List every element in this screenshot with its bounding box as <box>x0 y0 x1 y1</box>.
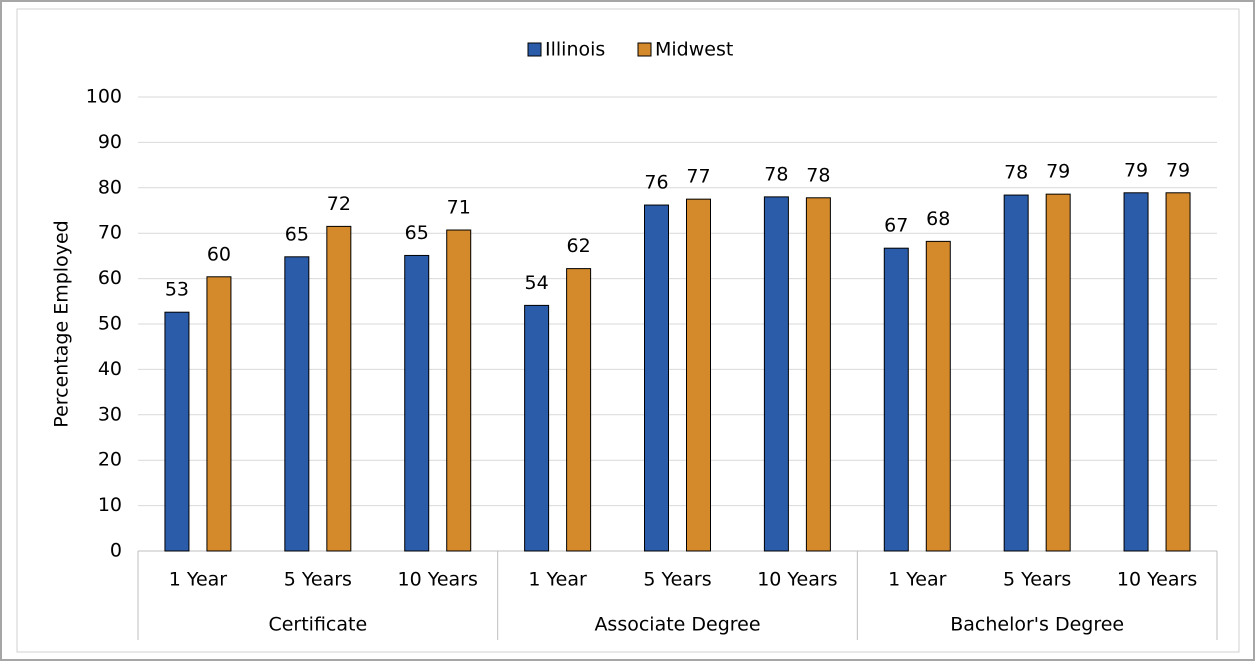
y-tick-label: 30 <box>98 403 122 425</box>
chart-frame <box>16 8 1240 653</box>
x-tick-label: 10 Years <box>757 569 837 591</box>
x-tick-label: 5 Years <box>284 569 352 591</box>
y-tick-label: 0 <box>110 540 122 562</box>
bar <box>1123 192 1149 552</box>
bar <box>805 197 831 552</box>
y-tick-label: 10 <box>98 494 122 516</box>
x-tick-label: 1 Year <box>169 569 228 591</box>
group-label: Bachelor's Degree <box>950 614 1124 636</box>
legend-label: Illinois <box>545 39 605 61</box>
data-label: 54 <box>525 272 549 294</box>
data-label: 78 <box>764 163 788 185</box>
y-tick-label: 60 <box>98 267 122 289</box>
data-label: 65 <box>285 223 309 245</box>
bar <box>1045 193 1071 552</box>
data-label: 79 <box>1166 159 1190 181</box>
x-tick-label: 1 Year <box>528 569 587 591</box>
bar <box>925 240 951 552</box>
group-label: Associate Degree <box>594 614 760 636</box>
bar <box>164 311 190 552</box>
x-tick-label: 10 Years <box>1117 569 1197 591</box>
bar <box>1003 194 1029 552</box>
data-label: 79 <box>1124 159 1148 181</box>
y-tick-label: 80 <box>98 176 122 198</box>
y-tick-label: 100 <box>86 86 122 108</box>
data-label: 77 <box>686 166 710 188</box>
legend-swatch <box>637 42 652 57</box>
bar <box>404 254 430 552</box>
bar <box>326 225 352 552</box>
data-label: 67 <box>884 215 908 237</box>
y-tick-label: 20 <box>98 449 122 471</box>
bar <box>883 247 909 552</box>
legend-swatch <box>527 42 542 57</box>
data-label: 79 <box>1046 161 1070 183</box>
bar <box>524 304 550 552</box>
y-tick-label: 40 <box>98 358 122 380</box>
data-label: 71 <box>447 197 471 219</box>
data-label: 62 <box>567 235 591 257</box>
bar <box>446 229 472 552</box>
x-tick-label: 1 Year <box>888 569 947 591</box>
y-tick-label: 70 <box>98 222 122 244</box>
y-tick-label: 50 <box>98 313 122 335</box>
group-label: Certificate <box>268 614 367 636</box>
bar <box>763 196 789 552</box>
data-label: 78 <box>1004 162 1028 184</box>
bar <box>644 204 669 552</box>
y-tick-label: 90 <box>98 131 122 153</box>
legend-label: Midwest <box>655 39 733 61</box>
data-label: 68 <box>926 208 950 230</box>
x-tick-label: 5 Years <box>643 569 711 591</box>
bar <box>566 268 592 552</box>
data-label: 72 <box>327 193 351 215</box>
data-label: 78 <box>806 164 830 186</box>
x-tick-label: 5 Years <box>1003 569 1071 591</box>
bar <box>686 198 711 552</box>
data-label: 60 <box>207 243 231 265</box>
bar <box>284 256 310 552</box>
data-label: 53 <box>165 279 189 301</box>
data-label: 76 <box>644 172 668 194</box>
data-label: 65 <box>405 222 429 244</box>
x-tick-label: 10 Years <box>398 569 478 591</box>
y-axis-title: Percentage Employed <box>51 220 73 427</box>
bar <box>206 276 232 552</box>
bar <box>1165 192 1191 552</box>
